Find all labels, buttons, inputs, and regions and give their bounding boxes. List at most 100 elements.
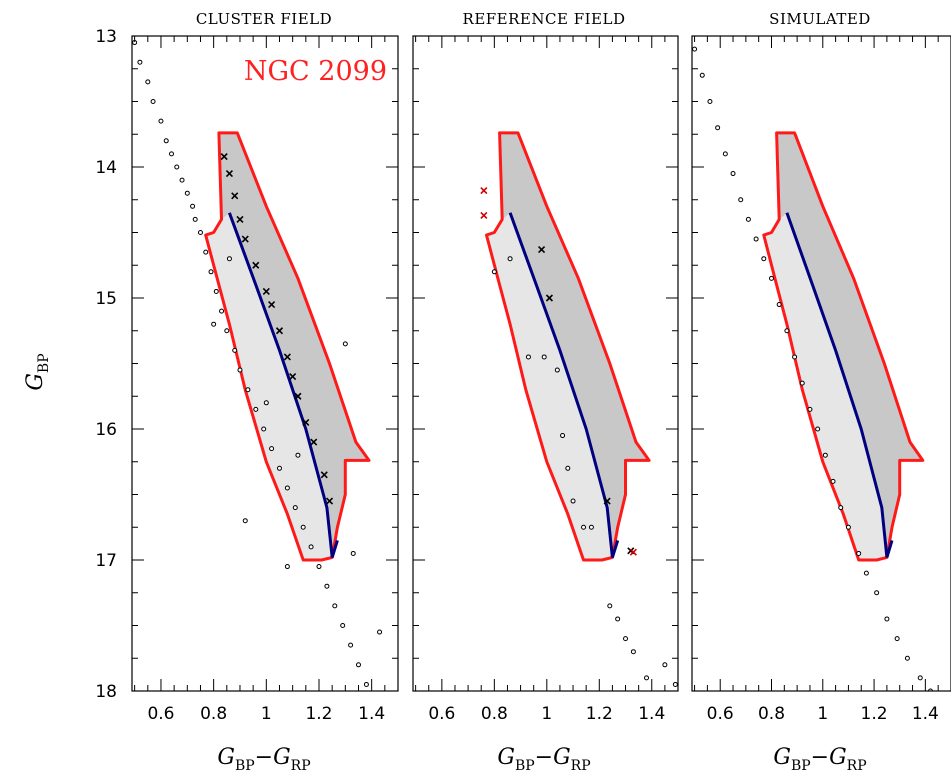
data-point xyxy=(554,367,560,373)
y-tick-labels: 13 14 15 16 17 18 xyxy=(95,27,117,702)
cross-marker xyxy=(220,152,228,161)
data-point xyxy=(768,275,774,281)
cross-marker xyxy=(545,294,554,302)
svg-text:GBP: GBP xyxy=(23,353,52,390)
selection-boundary xyxy=(204,131,371,562)
cross-marker xyxy=(268,300,276,309)
cross-marker xyxy=(302,418,310,427)
data-point xyxy=(692,46,698,52)
data-point xyxy=(822,452,828,458)
y-tick-label: 18 xyxy=(95,682,117,702)
data-point xyxy=(224,328,230,334)
data-point xyxy=(807,406,813,412)
data-point xyxy=(874,590,880,596)
data-point xyxy=(753,236,759,242)
data-point xyxy=(570,498,576,504)
fiducial-line xyxy=(227,212,339,558)
data-point xyxy=(150,99,156,104)
data-point xyxy=(213,288,219,294)
x-tick-label: 1 xyxy=(817,704,828,724)
data-point xyxy=(253,406,259,412)
data-point xyxy=(295,452,301,458)
selection-boundary xyxy=(485,131,651,562)
data-point xyxy=(192,216,198,222)
data-point xyxy=(377,629,383,635)
data-point xyxy=(219,308,225,314)
x-tick-label: 0.8 xyxy=(758,704,785,724)
data-point xyxy=(163,138,169,144)
data-point xyxy=(644,675,650,681)
data-point xyxy=(707,99,713,104)
y-tick-label: 14 xyxy=(95,158,117,178)
data-point xyxy=(884,616,890,622)
data-point xyxy=(284,564,290,570)
cross-marker xyxy=(252,261,260,269)
x-tick-label: 1 xyxy=(261,704,272,724)
data-point xyxy=(355,662,361,668)
data-point xyxy=(738,197,744,203)
x-axis-label-reference: GBP−GRP xyxy=(497,745,590,774)
data-point xyxy=(261,426,267,432)
data-point xyxy=(815,426,821,432)
panel-simulated: 0.6 0.8 1 1.2 1.4 xyxy=(691,35,951,724)
data-point xyxy=(269,446,275,452)
data-point xyxy=(184,190,190,196)
panel-reference-field: 0.6 0.8 1 1.2 1.4 xyxy=(412,35,679,724)
data-point xyxy=(792,354,798,360)
x-tick-label: 1.2 xyxy=(305,704,332,724)
data-point xyxy=(776,302,782,308)
cross-marker xyxy=(603,497,611,505)
data-point xyxy=(300,524,306,530)
data-point xyxy=(525,354,531,360)
data-point xyxy=(203,249,209,255)
x-tick-label: 1.4 xyxy=(638,704,665,724)
data-point xyxy=(845,524,851,530)
data-point xyxy=(316,564,322,570)
cross-marker xyxy=(283,353,291,361)
data-point xyxy=(263,400,269,406)
y-axis-label: GBP xyxy=(23,353,52,390)
data-point xyxy=(565,465,571,471)
x-tick-label: 0.8 xyxy=(200,704,227,724)
data-point xyxy=(917,675,923,681)
red-cross-marker xyxy=(480,187,488,195)
data-point xyxy=(507,256,513,262)
panel-title-simulated: SIMULATED xyxy=(769,10,871,28)
cross-marker xyxy=(320,471,328,479)
data-point xyxy=(541,354,547,360)
data-point xyxy=(340,623,346,628)
red-cross-marker xyxy=(629,548,637,556)
cross-marker xyxy=(241,235,249,243)
cross-marker xyxy=(310,438,318,446)
data-point xyxy=(174,164,180,170)
panel-title-reference: REFERENCE FIELD xyxy=(463,10,626,28)
data-point xyxy=(237,367,243,373)
data-point xyxy=(491,269,497,275)
fiducial-line xyxy=(785,212,894,558)
cross-marker xyxy=(225,169,234,178)
data-point xyxy=(284,485,290,491)
y-tick-label: 15 xyxy=(95,289,117,309)
data-point xyxy=(190,203,196,209)
data-point xyxy=(623,636,629,642)
data-point xyxy=(607,603,613,609)
x-axis-label-simulated: GBP−GRP xyxy=(773,745,866,774)
panel-cluster-field: 0.6 0.8 1 1.2 1.4 xyxy=(131,35,399,724)
data-point xyxy=(630,649,636,655)
x-tick-label: 0.6 xyxy=(707,704,734,724)
data-point xyxy=(292,505,298,511)
data-point xyxy=(324,583,330,589)
svg-text:GBP−GRP: GBP−GRP xyxy=(217,745,310,774)
panel-title-cluster: CLUSTER FIELD xyxy=(196,10,332,28)
cross-marker xyxy=(275,327,284,335)
data-point xyxy=(179,177,185,183)
cross-marker xyxy=(294,392,302,400)
cross-marker xyxy=(262,287,270,296)
data-point xyxy=(672,681,678,687)
cross-marker xyxy=(236,215,244,223)
fiducial-line xyxy=(508,212,620,558)
data-point xyxy=(715,125,721,131)
red-cross-marker xyxy=(480,211,488,220)
data-point xyxy=(588,524,594,530)
svg-text:GBP−GRP: GBP−GRP xyxy=(773,745,866,774)
